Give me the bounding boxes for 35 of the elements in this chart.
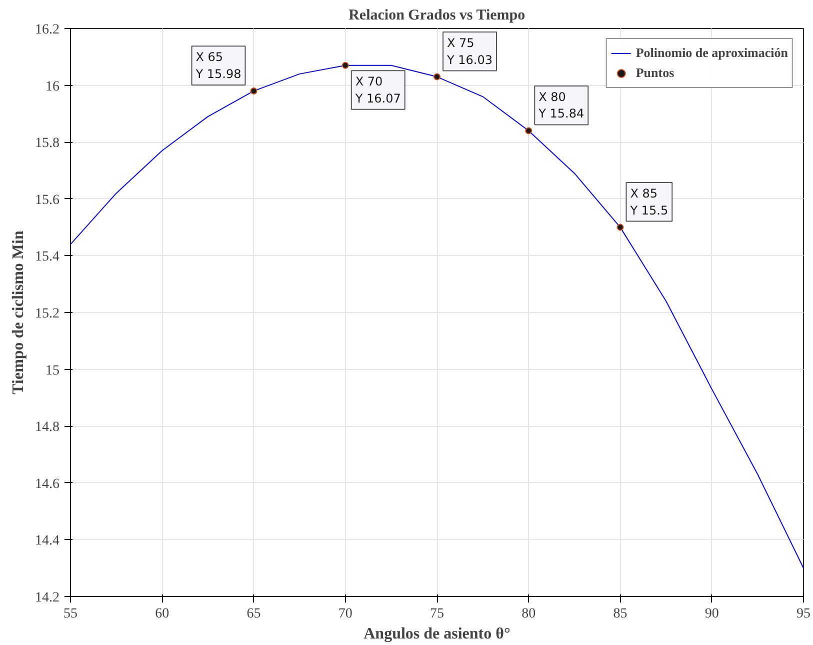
x-tick-label: 55 (64, 606, 78, 622)
y-tick-label: 15.4 (35, 250, 60, 265)
annotation: X 70 Y 16.07 (354, 74, 401, 106)
x-tick-label: 90 (704, 606, 719, 622)
y-tick-label: 15.2 (35, 306, 60, 322)
x-tick-label: 95 (796, 606, 810, 622)
annotation: X 75 Y 16.03 (446, 36, 492, 67)
x-axis-title: Angulos de asiento θ° (364, 626, 510, 642)
x-tick-label: 60 (155, 606, 170, 622)
point (250, 87, 258, 94)
y-tick-label: 15 (46, 363, 60, 378)
point (525, 127, 532, 134)
chart-title: Relacion Grados vs Tiempo (348, 8, 526, 24)
x-tick-label: 85 (613, 606, 628, 622)
x-tick-label: 75 (430, 606, 444, 622)
y-tick-label: 15.8 (35, 136, 60, 152)
y-axis-title: Tiempo de ciclismo Min (10, 230, 27, 394)
y-tick-label: 14.4 (35, 534, 60, 549)
y-tick-label: 15.6 (35, 192, 60, 208)
annotation: X 85 Y 15.5 (629, 186, 668, 218)
y-tick-label: 14.8 (35, 420, 60, 436)
legend-label: Puntos (636, 65, 674, 81)
point (434, 73, 440, 80)
y-tick-label: 16.2 (35, 22, 60, 38)
y-tick-label: 16 (46, 79, 60, 94)
point (616, 224, 624, 231)
y-tick-label: 14.6 (35, 476, 60, 492)
legend-label: Polinomio de aproximación (636, 45, 788, 61)
x-tick-label: 65 (246, 606, 261, 622)
annotation: X 65 Y 15.98 (194, 50, 242, 81)
annotation: X 80 Y 15.84 (538, 90, 584, 121)
x-tick-label: 80 (522, 606, 536, 622)
y-tick-label: 14.2 (35, 590, 60, 606)
x-tick-label: 70 (338, 606, 352, 622)
point (342, 62, 349, 69)
